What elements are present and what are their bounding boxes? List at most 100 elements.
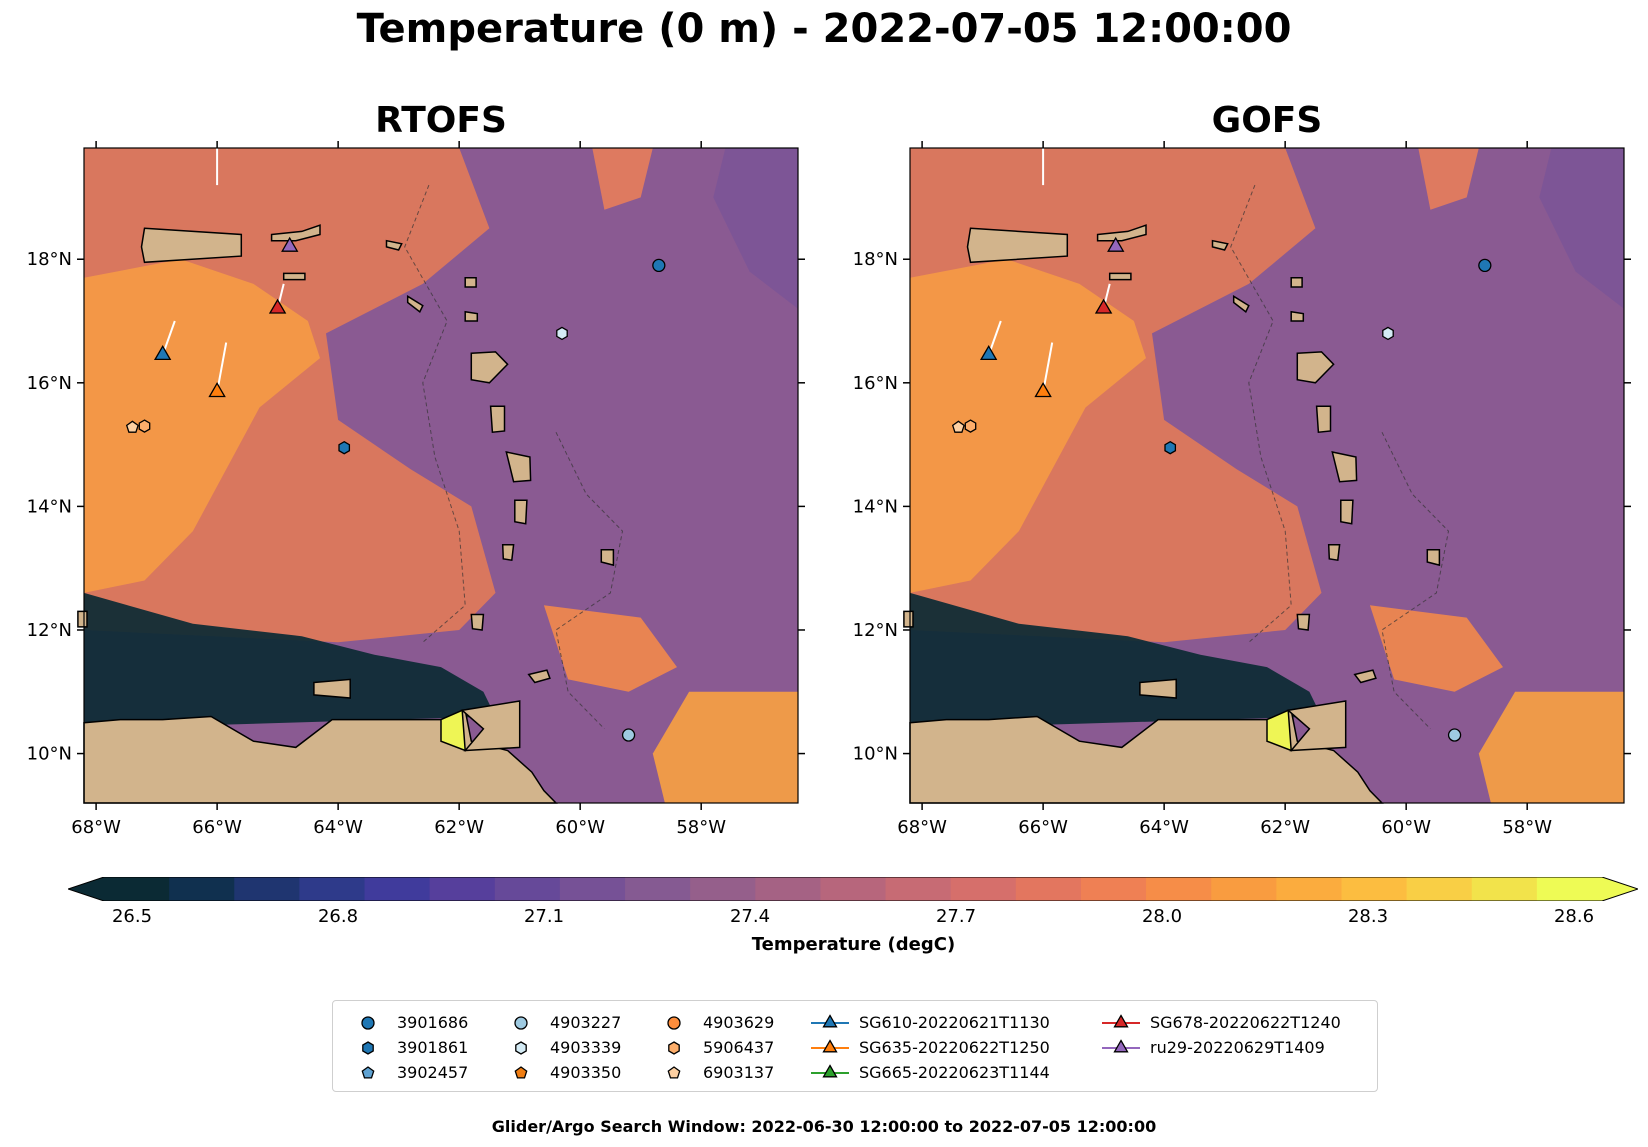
legend-marker-icon [667,1066,681,1079]
lat-tick-label-rtofs: 10°N [27,744,72,765]
legend-symbol [514,1066,528,1079]
land-dominica-rtofs [489,405,506,434]
land-guadeloupe-gofs [1296,351,1335,384]
land-martinique-rtofs [505,451,532,483]
legend-marker-icon [361,1066,375,1079]
lon-tick-label-gofs: 64°W [1139,817,1189,838]
legend-symbol [514,1016,528,1030]
colorbar-segment [1276,877,1343,901]
legend-marker-icon [811,1039,849,1053]
lat-tick-label-gofs: 12°N [853,620,898,641]
colorbar-segment [1406,877,1473,901]
lat-tick-label-gofs: 10°N [853,744,898,765]
argo-float-6903137-rtofs [125,420,139,433]
colorbar-label: Temperature (degC) [751,934,956,955]
temperature-contour-gofs-5 [1369,605,1503,692]
land-trinidad-rtofs [460,700,521,752]
colorbar-segment [625,877,691,901]
temperature-contour-rtofs-5 [543,605,677,692]
colorbar [66,876,1640,902]
legend-symbol [668,1041,680,1055]
argo-float-3901686-gofs [1478,258,1492,273]
land-grenada-rtofs [470,613,485,631]
temperature-contour-gofs-3 [1539,148,1624,309]
land-gulf-paria-rtofs [440,709,467,752]
bathymetry-contour-gofs [1230,184,1292,643]
argo-float-4903339-rtofs [556,326,568,341]
temperature-contour-rtofs-4 [652,691,798,803]
argo-float-4903227-gofs [1447,728,1462,742]
legend-symbol [361,1016,375,1030]
argo-float-4903227-rtofs [621,728,636,742]
colorbar-segment [559,877,626,901]
land-trinidad-gofs [1286,700,1347,752]
colorbar-segment [299,877,366,901]
land-guadeloupe-rtofs [470,351,509,384]
legend-label: SG635-20220622T1250 [859,1038,1050,1057]
map-canvas-gofs: 68°W 66°W 64°W 62°W 60°W 58°W 10°N 12°N 14°N 16°N… [853,141,1631,838]
lat-tick-label-gofs: 14°N [853,496,898,517]
legend-marker-icon [1102,1039,1140,1053]
temperature-contour-gofs-1 [910,259,1146,593]
land-puerto-rico-gofs [966,227,1069,264]
temperature-contour-gofs-2 [1418,148,1479,210]
legend-symbol [362,1041,374,1055]
temperature-contour-gofs-6 [910,592,1322,729]
land-puerto-rico-rtofs [140,227,243,264]
land-virgin-islands-gofs [1096,224,1147,242]
legend-label: SG665-20220623T1144 [859,1063,1050,1082]
land-st-croix-rtofs [282,272,306,281]
legend-label: 4903629 [703,1013,775,1032]
argo-float-3901686-rtofs [652,258,666,273]
legend-label: 3901686 [397,1013,469,1032]
glider-marker-SG610-20220621T1130-gofs [979,344,998,361]
lon-tick-label-gofs: 58°W [1502,817,1552,838]
legend-label: 5906437 [703,1038,775,1057]
colorbar-max-arrow [1602,877,1638,901]
colorbar-segment [1471,877,1538,901]
colorbar-segment [950,877,1017,901]
lon-tick-label-rtofs: 68°W [71,817,121,838]
lon-tick-label-rtofs: 58°W [676,817,726,838]
legend-label: 6903137 [703,1063,775,1082]
legend-label: SG678-20220622T1240 [1150,1013,1341,1032]
legend-symbol [1113,1039,1129,1053]
colorbar-segment [885,877,952,901]
lon-tick-label-rtofs: 60°W [555,817,605,838]
land-margarita-rtofs [313,678,351,699]
colorbar-tick-label: 27.7 [935,906,977,927]
lat-tick-label-rtofs: 18°N [27,249,72,270]
glider-marker-ru29-20220629T1409-gofs [1107,236,1125,252]
legend-label: ru29-20220629T1409 [1150,1038,1325,1057]
legend-label: SG610-20220621T1130 [859,1013,1050,1032]
colorbar-segment [690,877,756,901]
legend-label: 4903339 [550,1038,622,1057]
colorbar-segment [1536,877,1603,901]
colorbar-segment [1211,877,1277,901]
land-margarita-gofs [1139,678,1177,699]
colorbar-segment [1341,877,1408,901]
legend-marker-icon [514,1016,528,1030]
land-bonaire-rtofs [77,610,88,628]
legend-marker-icon [811,1064,849,1078]
colorbar-segment [494,877,561,901]
lat-tick-label-rtofs: 14°N [27,496,72,517]
land-anguilla-rtofs [385,239,403,251]
legend-marker-icon [668,1041,680,1055]
panel-title-rtofs: RTOFS [375,100,507,141]
legend-symbol [667,1016,681,1030]
temperature-contour-rtofs-1 [84,259,320,593]
glider-marker-SG635-20220622T1250-gofs [1034,381,1052,398]
land-antigua-rtofs [464,310,479,322]
argo-float-3901861-rtofs [338,440,351,455]
land-st-croix-gofs [1108,272,1132,281]
lat-tick-label-rtofs: 16°N [27,373,72,394]
search-window-note: Glider/Argo Search Window: 2022-06-30 12… [491,1117,1157,1136]
legend-marker-icon [514,1066,528,1079]
argo-float-6903137-gofs [951,420,965,433]
land-st-kitts-rtofs [406,294,424,313]
bathymetry-contour-rtofs [404,184,466,643]
legend-marker-icon [361,1016,375,1030]
lat-tick-label-gofs: 18°N [853,249,898,270]
lon-tick-label-gofs: 60°W [1381,817,1431,838]
